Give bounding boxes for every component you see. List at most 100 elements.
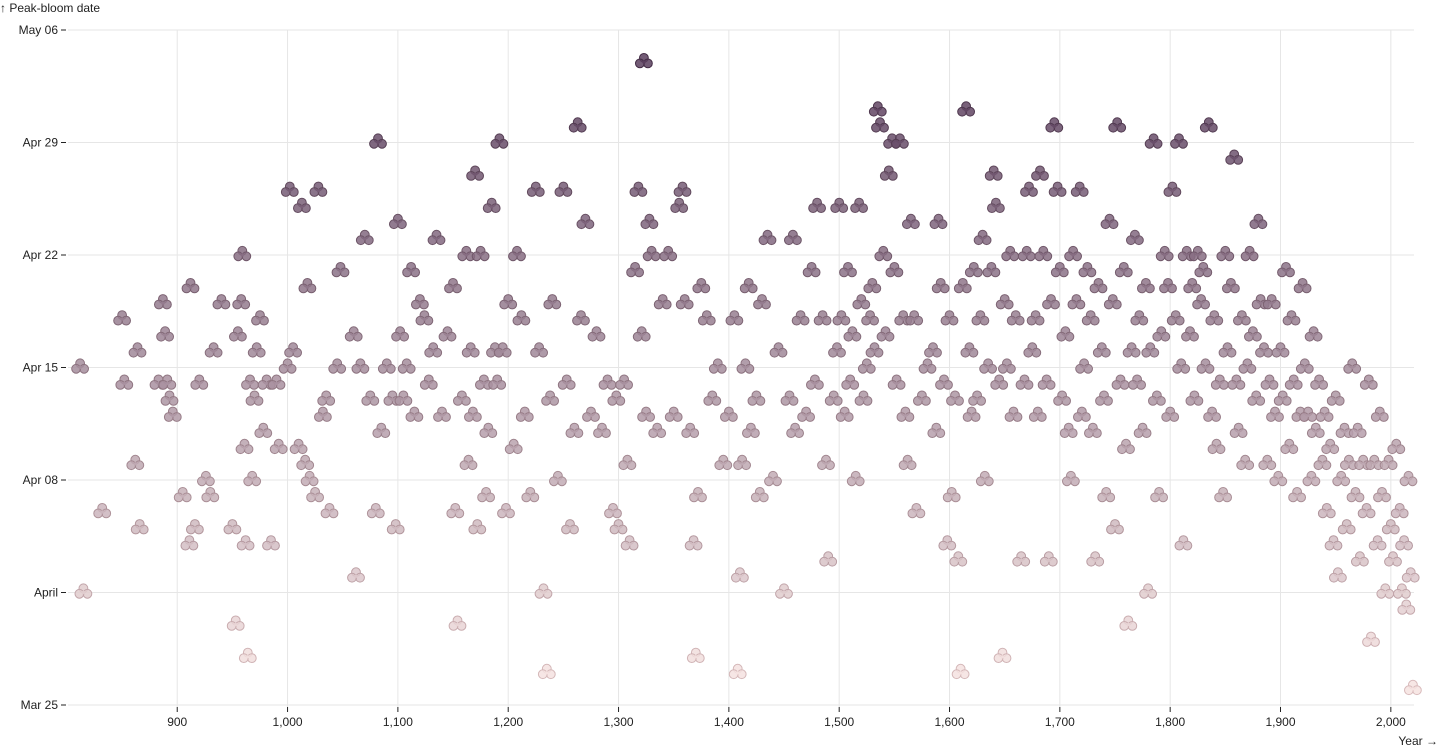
bloom-point <box>1315 406 1334 422</box>
bloom-point <box>931 278 950 294</box>
bloom-point <box>865 342 884 358</box>
bloom-point <box>238 647 257 663</box>
bloom-point <box>637 406 655 422</box>
bloom-point <box>1100 213 1119 230</box>
bloom-point <box>115 374 134 390</box>
bloom-point <box>681 422 700 438</box>
bloom-point <box>742 422 760 438</box>
bloom-point <box>1258 454 1277 471</box>
bloom-point <box>1280 438 1299 455</box>
bloom-point <box>1222 278 1240 294</box>
bloom-point <box>632 326 651 342</box>
bloom-point <box>331 262 350 278</box>
bloom-point <box>1103 294 1122 310</box>
y-tick-label: April <box>34 586 58 600</box>
bloom-point <box>71 358 89 374</box>
bloom-point <box>1284 374 1303 390</box>
bloom-point <box>415 310 434 326</box>
bloom-point <box>1329 567 1347 583</box>
bloom-point <box>1373 487 1391 503</box>
bloom-point <box>1056 326 1075 342</box>
bloom-point <box>1288 487 1306 503</box>
bloom-point <box>452 390 471 406</box>
bloom-point <box>306 487 325 503</box>
bloom-point <box>463 406 482 422</box>
bloom-point <box>604 502 622 519</box>
bloom-point <box>128 342 147 358</box>
bloom-point <box>1207 438 1226 455</box>
bloom-point <box>459 454 478 471</box>
bloom-point <box>1128 374 1146 390</box>
bloom-point <box>190 374 209 390</box>
x-tick-label: 1,400 <box>714 715 744 729</box>
bloom-point <box>769 342 788 358</box>
bloom-point <box>361 390 380 406</box>
bloom-point <box>328 358 347 374</box>
bloom-point <box>824 390 843 406</box>
bloom-point <box>394 390 413 406</box>
bloom-point <box>1188 245 1207 262</box>
bloom-point <box>232 294 251 310</box>
bloom-point <box>1037 374 1056 390</box>
bloom-point <box>1148 390 1166 406</box>
bloom-point <box>1324 535 1343 551</box>
bloom-point <box>598 374 617 390</box>
bloom-point <box>784 229 802 246</box>
bloom-point <box>918 358 937 374</box>
bloom-point <box>269 438 288 455</box>
bloom-point <box>697 310 716 326</box>
bloom-point <box>471 245 490 262</box>
bloom-point <box>618 454 637 471</box>
bloom-point <box>1332 470 1351 487</box>
bloom-point <box>1015 374 1034 390</box>
bloom-point <box>960 342 979 358</box>
bloom-point <box>1084 422 1102 438</box>
bloom-point <box>879 165 898 181</box>
bloom-point <box>185 519 204 535</box>
bloom-point <box>490 133 509 149</box>
bloom-point <box>1181 326 1199 342</box>
bloom-point <box>1205 310 1224 326</box>
bloom-point <box>854 390 873 406</box>
bloom-point <box>448 615 467 631</box>
y-tick-label: Apr 08 <box>23 473 59 487</box>
bloom-point <box>1089 278 1108 294</box>
bloom-point <box>725 310 744 326</box>
bloom-point <box>813 310 832 326</box>
bloom-point <box>653 294 672 310</box>
bloom-point <box>1368 535 1387 551</box>
bloom-point <box>1260 374 1279 390</box>
bloom-point <box>245 390 264 406</box>
bloom-point <box>861 310 879 326</box>
bloom-point <box>1114 262 1133 278</box>
bloom-point <box>924 342 942 358</box>
bloom-point <box>852 294 871 310</box>
bloom-point <box>832 310 851 326</box>
bloom-point <box>1326 390 1345 406</box>
bloom-point <box>1048 181 1067 197</box>
bloom-point <box>499 294 518 310</box>
bloom-point <box>1097 487 1116 503</box>
bloom-point <box>874 245 893 262</box>
bloom-point <box>896 406 915 422</box>
bloom-point <box>397 358 416 374</box>
bloom-point <box>979 358 997 374</box>
bloom-point <box>1236 454 1255 471</box>
bloom-point <box>153 294 172 310</box>
bloom-point <box>196 470 215 487</box>
bloom-point <box>158 374 177 390</box>
bloom-point <box>927 422 946 438</box>
bloom-point <box>648 422 667 438</box>
bloom-point <box>1078 262 1097 278</box>
bloom-point <box>1273 390 1292 406</box>
bloom-point <box>626 262 644 278</box>
bloom-point <box>971 310 990 326</box>
bloom-point <box>736 358 755 374</box>
bloom-point <box>664 406 683 422</box>
bloom-point <box>254 422 273 438</box>
bloom-point <box>461 342 480 358</box>
bloom-point <box>347 567 365 583</box>
bloom-point <box>1302 470 1321 487</box>
bloom-point <box>1012 551 1031 567</box>
x-tick-label: 2,000 <box>1376 715 1406 729</box>
